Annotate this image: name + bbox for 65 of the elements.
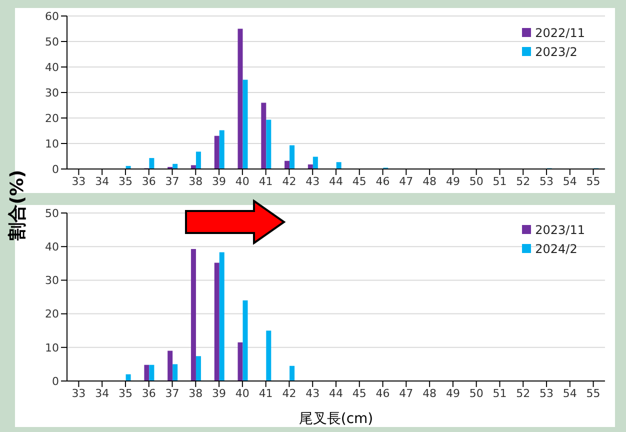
y-tick-label: 30 [45, 274, 59, 288]
x-tick-label: 36 [142, 386, 156, 400]
x-tick-label: 35 [118, 386, 132, 400]
x-tick-label: 48 [422, 174, 437, 188]
x-tick-label: 49 [446, 386, 460, 400]
x-tick-label: 50 [469, 174, 484, 188]
x-tick-label: 33 [72, 174, 86, 188]
x-tick-label: 49 [446, 174, 460, 188]
x-tick-label: 51 [492, 386, 507, 400]
x-tick-label: 43 [306, 386, 320, 400]
y-tick-label: 50 [45, 206, 59, 220]
x-tick-label: 42 [282, 174, 296, 188]
legend-label: 2023/2 [535, 45, 578, 59]
x-tick-label: 37 [165, 386, 180, 400]
x-tick-label: 40 [235, 174, 250, 188]
y-tick-label: 40 [45, 240, 59, 254]
x-tick-label: 38 [188, 386, 203, 400]
y-tick-label: 0 [52, 374, 59, 388]
legend-label: 2022/11 [535, 26, 585, 40]
x-tick-label: 38 [188, 174, 203, 188]
x-tick-label: 36 [142, 174, 156, 188]
y-tick-label: 50 [45, 35, 59, 48]
x-tick-label: 48 [422, 386, 437, 400]
x-tick-label: 47 [399, 174, 414, 188]
x-tick-label: 45 [352, 174, 366, 188]
x-tick-label: 52 [516, 174, 530, 188]
y-tick-label: 10 [45, 341, 59, 354]
x-tick-label: 54 [562, 174, 577, 188]
x-tick-label: 54 [562, 386, 577, 400]
y-tick-label: 0 [52, 162, 59, 176]
x-tick-label: 40 [235, 386, 250, 400]
y-tick-label: 10 [45, 137, 59, 150]
x-tick-label: 39 [212, 174, 226, 188]
x-tick-label: 37 [165, 174, 180, 188]
x-tick-label: 34 [95, 174, 110, 188]
x-tick-label: 46 [376, 386, 390, 400]
x-tick-label: 47 [399, 386, 414, 400]
x-tick-label: 55 [586, 386, 600, 400]
legend-label: 2023/11 [535, 223, 585, 237]
legend-label: 2024/2 [535, 242, 578, 256]
x-tick-label: 33 [72, 386, 86, 400]
x-tick-label: 44 [329, 174, 343, 188]
x-tick-label: 45 [352, 386, 366, 400]
x-tick-label: 55 [586, 174, 600, 188]
x-tick-label: 39 [212, 386, 226, 400]
x-tick-label: 43 [306, 174, 320, 188]
x-tick-label: 51 [492, 174, 507, 188]
x-tick-label: 35 [118, 174, 132, 188]
x-tick-label: 41 [258, 174, 273, 188]
x-tick-label: 44 [329, 386, 343, 400]
x-tick-label: 34 [95, 386, 110, 400]
y-tick-label: 30 [45, 86, 59, 100]
y-tick-label: 60 [45, 10, 59, 23]
y-tick-label: 20 [45, 112, 59, 125]
x-tick-label: 41 [258, 386, 273, 400]
x-tick-label: 50 [469, 386, 484, 400]
x-tick-label: 42 [282, 386, 296, 400]
y-axis-title: 割合(%) [6, 168, 29, 242]
x-tick-label: 52 [516, 386, 530, 400]
x-tick-label: 53 [540, 386, 554, 400]
y-tick-label: 40 [45, 60, 59, 74]
y-tick-label: 20 [45, 308, 59, 321]
x-tick-label: 46 [376, 174, 390, 188]
x-tick-label: 53 [540, 174, 554, 188]
x-axis-title: 尾叉長(cm) [298, 411, 374, 427]
